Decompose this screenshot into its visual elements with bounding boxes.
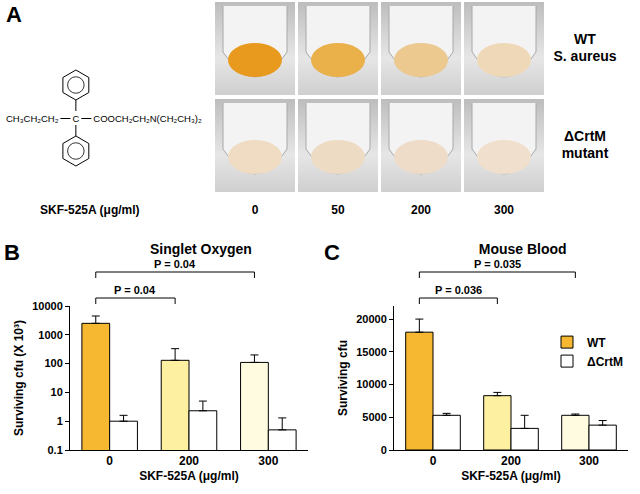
svg-text:200: 200 (501, 454, 521, 468)
svg-text:Surviving cfu (X 10³): Surviving cfu (X 10³) (12, 320, 26, 436)
svg-text:1: 1 (57, 415, 63, 427)
svg-text:P = 0.04: P = 0.04 (154, 258, 196, 270)
svg-text:10000: 10000 (356, 378, 387, 390)
svg-text:1000: 1000 (38, 329, 62, 341)
svg-text:300: 300 (258, 454, 278, 468)
svg-text:10000: 10000 (32, 300, 63, 312)
svg-text:Mouse Blood: Mouse Blood (479, 241, 567, 257)
svg-text:SKF-525A (μg/ml): SKF-525A (μg/ml) (139, 469, 239, 483)
svg-text:SKF-525A (μg/ml): SKF-525A (μg/ml) (40, 203, 140, 217)
svg-text:ΔCrtM: ΔCrtM (564, 128, 606, 144)
svg-text:P = 0.04: P = 0.04 (114, 284, 156, 296)
svg-text:SKF-525A (μg/ml): SKF-525A (μg/ml) (461, 469, 561, 483)
svg-text:5000: 5000 (362, 411, 386, 423)
svg-text:0: 0 (381, 444, 387, 456)
svg-text:0: 0 (252, 203, 259, 217)
svg-text:CH₃CH₂CH₂: CH₃CH₂CH₂ (6, 113, 59, 124)
svg-text:WT: WT (587, 336, 606, 350)
svg-text:0: 0 (430, 454, 437, 468)
svg-text:Surviving cfu: Surviving cfu (336, 340, 350, 416)
svg-text:300: 300 (579, 454, 599, 468)
svg-text:0.1: 0.1 (48, 444, 63, 456)
svg-text:15000: 15000 (356, 346, 387, 358)
svg-text:100: 100 (44, 357, 62, 369)
svg-text:20000: 20000 (356, 313, 387, 325)
svg-text:300: 300 (494, 203, 514, 217)
html-text:B: B (4, 240, 20, 265)
svg-text:P = 0.036: P = 0.036 (435, 284, 482, 296)
svg-text:Singlet Oxygen: Singlet Oxygen (150, 241, 252, 257)
svg-text:0: 0 (106, 454, 113, 468)
svg-text:10: 10 (51, 386, 63, 398)
svg-text:P = 0.035: P = 0.035 (474, 258, 521, 270)
svg-text:200: 200 (179, 454, 199, 468)
svg-text:C: C (72, 113, 79, 124)
svg-text:A: A (6, 2, 22, 27)
svg-text:mutant: mutant (562, 145, 609, 161)
svg-text:WT: WT (574, 31, 596, 47)
svg-text:COOCH₂CH₂N(CH₂CH₃)₂: COOCH₂CH₂N(CH₂CH₃)₂ (93, 113, 202, 124)
svg-text:S. aureus: S. aureus (553, 48, 616, 64)
html-text:C: C (324, 240, 340, 265)
svg-text:ΔCrtM: ΔCrtM (587, 355, 623, 369)
svg-text:200: 200 (411, 203, 431, 217)
svg-text:50: 50 (331, 203, 345, 217)
